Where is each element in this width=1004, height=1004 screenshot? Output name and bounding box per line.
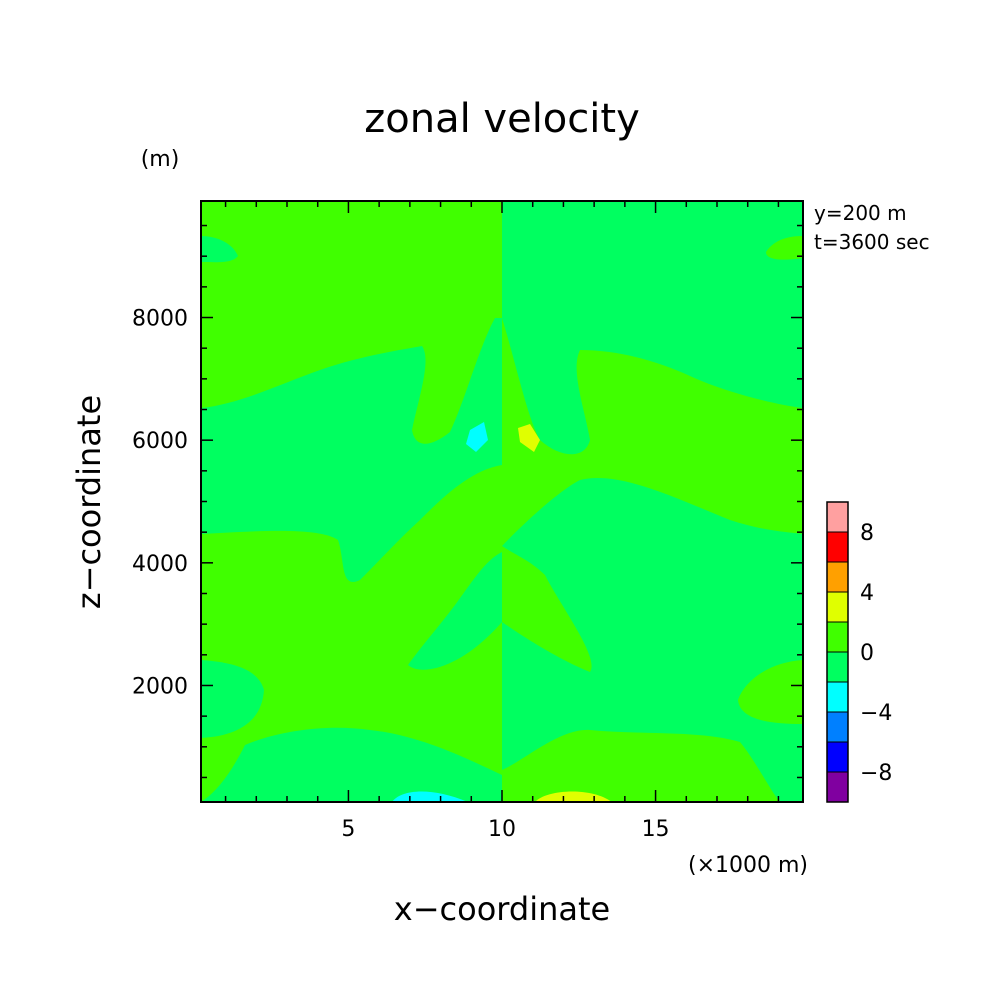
colorbar-tick-label: 0 bbox=[860, 641, 874, 666]
colorbar-swatch bbox=[826, 501, 849, 533]
colorbar-swatch bbox=[826, 591, 849, 623]
colorbar-tick-label: 8 bbox=[860, 521, 874, 546]
x-axis-ticks: 5 10 15 bbox=[224, 201, 780, 842]
contour-band-neg4-to-neg2 bbox=[392, 791, 468, 802]
colorbar-tick-label: 4 bbox=[860, 581, 874, 606]
colorbar-swatch bbox=[826, 621, 849, 653]
annotation-y: y=200 m bbox=[814, 201, 907, 225]
y-tick-label: 4000 bbox=[132, 552, 188, 577]
annotation-t: t=3600 sec bbox=[814, 230, 930, 254]
colorbar-swatch bbox=[826, 771, 849, 803]
colorbar-swatch bbox=[826, 651, 849, 683]
contour-band-2-to-4 bbox=[535, 791, 612, 802]
y-unit-label: (m) bbox=[141, 147, 180, 172]
x-tick-label: 5 bbox=[341, 817, 355, 842]
x-unit-label: (×1000 m) bbox=[688, 853, 808, 878]
colorbar-swatch bbox=[826, 681, 849, 713]
colorbar-swatch bbox=[826, 741, 849, 773]
colorbar-swatch bbox=[826, 531, 849, 563]
y-tick-label: 8000 bbox=[132, 307, 188, 332]
colorbar-tick-label: −8 bbox=[860, 761, 892, 786]
y-tick-label: 6000 bbox=[132, 429, 188, 454]
y-axis-ticks: 2000 4000 6000 8000 bbox=[132, 224, 803, 779]
contour-band-0-to-neg2 bbox=[201, 660, 264, 738]
x-axis-label: x−coordinate bbox=[394, 890, 610, 928]
x-tick-label: 10 bbox=[488, 817, 516, 842]
contour-band-0-to-neg2 bbox=[408, 552, 502, 670]
colorbar-swatch bbox=[826, 561, 849, 593]
contour-band-0-to-neg2 bbox=[502, 478, 803, 802]
contour-band-0-to-neg2 bbox=[502, 201, 803, 455]
contour-band-2-to-4 bbox=[518, 424, 540, 452]
y-tick-label: 2000 bbox=[132, 674, 188, 699]
colorbar: −8 −4 0 4 8 bbox=[826, 501, 892, 803]
y-axis-label: z−coordinate bbox=[70, 395, 108, 609]
contour-band-0-to-neg2 bbox=[201, 318, 502, 582]
colorbar-frame bbox=[826, 501, 849, 803]
contour-band-neg4-to-neg2 bbox=[466, 422, 488, 452]
x-tick-label: 15 bbox=[642, 817, 670, 842]
colorbar-swatch bbox=[826, 711, 849, 743]
contour-band-0-to-neg2 bbox=[201, 727, 502, 802]
colorbar-tick-label: −4 bbox=[860, 701, 892, 726]
chart-title: zonal velocity bbox=[364, 96, 640, 142]
contour-field bbox=[201, 201, 803, 802]
contour-band-0-to-neg2 bbox=[201, 236, 238, 263]
